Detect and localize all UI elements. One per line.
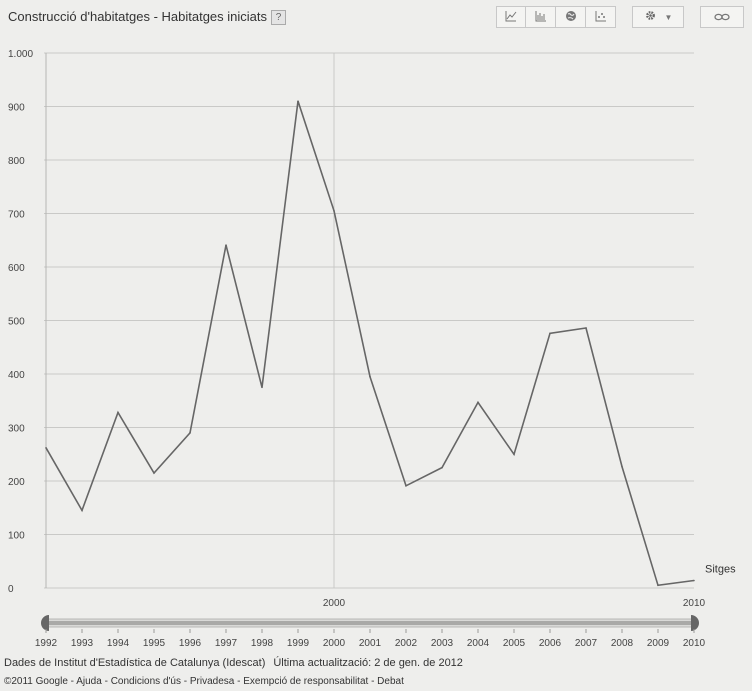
chart-title-text: Construcció d'habitatges - Habitatges in… bbox=[8, 9, 268, 24]
timeline-year-label: 2009 bbox=[647, 638, 670, 649]
y-tick-label: 200 bbox=[8, 477, 25, 488]
line-chart-button[interactable] bbox=[496, 6, 526, 28]
timeline-year-label: 1994 bbox=[107, 638, 130, 649]
timeline-year-label: 2007 bbox=[575, 638, 598, 649]
data-point bbox=[405, 485, 407, 487]
chevron-down-icon: ▼ bbox=[664, 12, 673, 22]
series-line bbox=[45, 100, 695, 587]
last-updated: Última actualització: 2 de gen. de 2012 bbox=[273, 657, 463, 669]
y-tick-label: 1.000 bbox=[8, 49, 33, 60]
timeline-year-label: 2006 bbox=[539, 638, 562, 649]
scatter-chart-icon bbox=[595, 10, 607, 25]
x-tick-label: 2010 bbox=[683, 598, 706, 609]
y-axis-ticks: 1.000 900 800 700 600 500 400 300 200 100 0 bbox=[8, 49, 33, 595]
timeline-year-label: 1993 bbox=[71, 638, 94, 649]
link-icon bbox=[714, 10, 730, 24]
timeline-year-label: 2003 bbox=[431, 638, 454, 649]
map-button[interactable] bbox=[556, 6, 586, 28]
timeline-year-label: 2001 bbox=[359, 638, 382, 649]
data-point bbox=[225, 244, 227, 246]
timeline-year-label: 1999 bbox=[287, 638, 310, 649]
chart-toolbar: ▼ bbox=[496, 6, 744, 28]
chart-title: Construcció d'habitatges - Habitatges in… bbox=[8, 9, 287, 25]
help-button[interactable]: ? bbox=[271, 10, 287, 25]
y-tick-label: 100 bbox=[8, 531, 25, 542]
scatter-chart-button[interactable] bbox=[586, 6, 616, 28]
data-point bbox=[693, 579, 695, 582]
y-tick-label: 400 bbox=[8, 370, 25, 381]
data-point bbox=[333, 210, 335, 212]
globe-icon bbox=[565, 10, 577, 25]
x-axis-labels: 2000 2010 bbox=[323, 598, 706, 609]
grid-lines bbox=[44, 52, 694, 589]
data-point bbox=[189, 432, 191, 434]
x-tick-label: 2000 bbox=[323, 598, 346, 609]
data-source: Dades de Institut d'Estadística de Catal… bbox=[4, 657, 266, 669]
data-point bbox=[153, 472, 155, 474]
timeline-year-label: 2002 bbox=[395, 638, 418, 649]
timeline-year-label: 1997 bbox=[215, 638, 238, 649]
y-tick-label: 700 bbox=[8, 210, 25, 221]
data-point bbox=[261, 386, 263, 389]
timeline-handle-right[interactable] bbox=[691, 615, 699, 631]
footer-source-line: Dades de Institut d'Estadística de Catal… bbox=[4, 657, 463, 669]
timeline-year-label: 1992 bbox=[35, 638, 58, 649]
y-tick-label: 900 bbox=[8, 103, 25, 114]
data-point bbox=[45, 447, 47, 449]
data-point bbox=[513, 453, 515, 456]
timeline-slider: 1992 1993 1994 1995 1996 1997 1998 1999 2000 2001… bbox=[35, 615, 706, 649]
data-point bbox=[117, 411, 119, 414]
timeline-year-label: 1995 bbox=[143, 638, 166, 649]
footer-links[interactable]: ©2011 Google - Ajuda - Condicions d'ús -… bbox=[4, 676, 404, 687]
data-point bbox=[621, 465, 623, 468]
data-point bbox=[549, 332, 551, 335]
y-tick-label: 300 bbox=[8, 424, 25, 435]
timeline-year-label: 2005 bbox=[503, 638, 526, 649]
timeline-range bbox=[46, 621, 694, 625]
bar-chart-icon bbox=[535, 10, 547, 25]
data-point bbox=[369, 375, 371, 378]
gear-icon bbox=[644, 9, 657, 25]
timeline-year-label: 1998 bbox=[251, 638, 274, 649]
timeline-year-label: 2000 bbox=[323, 638, 346, 649]
bar-chart-button[interactable] bbox=[526, 6, 556, 28]
timeline-handle-left[interactable] bbox=[41, 615, 49, 631]
data-point bbox=[585, 327, 587, 329]
y-tick-label: 0 bbox=[8, 584, 14, 595]
line-chart-icon bbox=[505, 10, 517, 25]
data-point bbox=[81, 509, 83, 512]
series-lines: Sitges bbox=[45, 100, 736, 587]
timeline-year-label: 2004 bbox=[467, 638, 490, 649]
data-point bbox=[657, 584, 659, 587]
y-tick-label: 600 bbox=[8, 263, 25, 274]
y-tick-label: 500 bbox=[8, 317, 25, 328]
timeline-year-label: 2008 bbox=[611, 638, 634, 649]
y-tick-label: 800 bbox=[8, 156, 25, 167]
data-point bbox=[297, 100, 299, 102]
series-label: Sitges bbox=[705, 564, 736, 576]
data-point bbox=[441, 466, 443, 469]
data-point bbox=[477, 401, 479, 404]
settings-button[interactable]: ▼ bbox=[632, 6, 684, 28]
link-button[interactable] bbox=[700, 6, 744, 28]
timeline-year-label: 2010 bbox=[683, 638, 706, 649]
timeline-year-label: 1996 bbox=[179, 638, 202, 649]
